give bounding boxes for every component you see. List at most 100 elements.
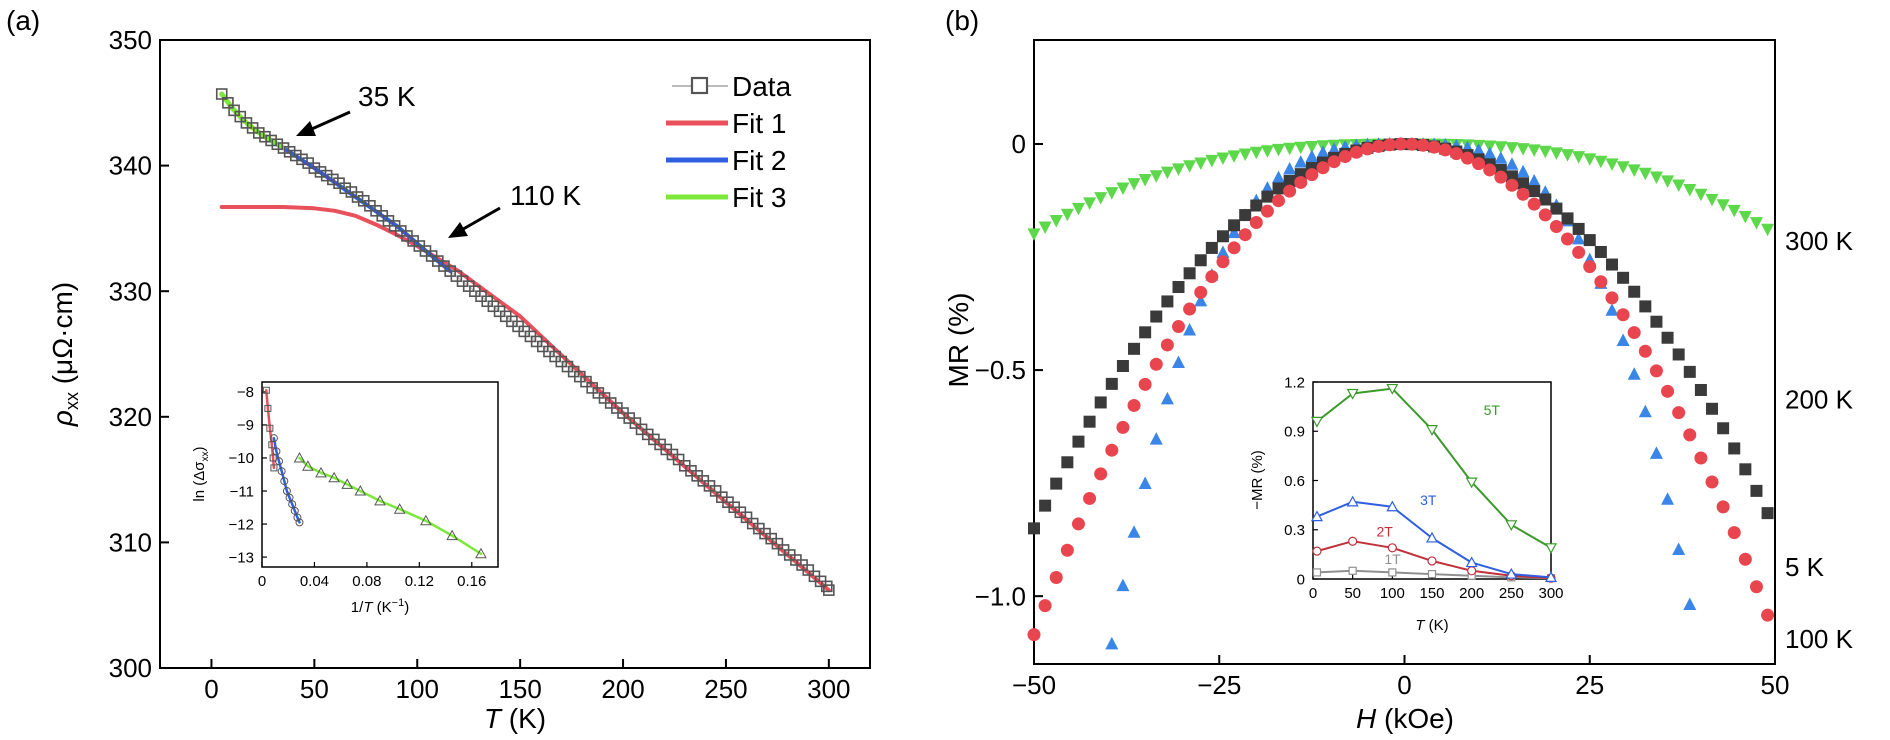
panel-b-chart: −1.0 −0.5 0 −50 −25 0 25 50 300 K 200 K 5 K 100 K… [943,39,1854,734]
inset-fit2-point [293,513,302,522]
series-5k-point [1550,202,1563,215]
series-100k-point [1605,291,1619,305]
data-point [629,417,642,429]
inset-fit3-point [446,529,458,541]
data-point [580,375,592,388]
series-5k-point [1517,177,1530,190]
legend-fit1-label: Fit 1 [732,108,786,139]
series-300k-point [1149,170,1163,183]
panel-b-inset-x-tick-label: 300 [1538,585,1563,602]
series-300k-point [1516,143,1530,156]
annotation-110k-arrowhead [448,222,468,238]
series-100k-point [1627,326,1641,340]
series-5k-point [1072,435,1085,448]
inset-3T-point [1310,510,1323,522]
panel-a-inset-y-ticks: −13 −12 −11 −10 −9 −8 [229,384,267,566]
data-point [296,153,308,166]
series-300k-point [1572,151,1586,164]
panel-a-label: (a) [6,5,40,36]
series-100k-point [1472,157,1486,171]
panel-a-inset-marks [262,386,487,559]
series-200k-point [1327,142,1341,155]
data-point [339,182,352,195]
panel-a-inset-y-tick-label: −8 [237,384,254,401]
series-100k-point [1060,543,1074,557]
series-300k-point [1605,158,1619,171]
series-5k-point [1650,315,1663,328]
inset-5T-point [1425,425,1439,436]
series-100k-point [1338,150,1352,164]
series-300k-point [1227,150,1241,163]
series-300k-point [1171,163,1185,176]
annotation-35k-text: 35 K [358,81,416,112]
series-300k-point [1594,155,1608,169]
series-5k-point [1150,310,1163,323]
series-100k-point [1594,275,1608,289]
series-100k-point [1171,320,1185,334]
series-100k-point [1705,475,1719,489]
series-5k-point [1505,170,1518,183]
series-5k-point [1583,234,1596,247]
panel-b-y-label: MR (%) [943,293,974,388]
series-300k-point [1505,142,1519,155]
series-5k-point [1183,267,1196,280]
series-100k-point [1327,155,1341,169]
panel-a-inset-y-tick-label: −13 [229,549,254,566]
series-100k-point [1649,364,1663,378]
panel-a-frame [159,39,871,669]
series-5k-point [1139,326,1152,339]
series-100k-point [1727,526,1741,540]
series-300k-point [1116,182,1130,196]
panel-a-inset-x-tick-label: 0.12 [405,573,434,590]
series-5k-point [1061,456,1074,469]
inset-3T-point [1386,500,1399,512]
data-point [771,537,784,550]
series-300k-point [1049,214,1063,228]
series-100k-point [1283,184,1297,198]
panel-b-x-tick-label: 0 [1397,670,1411,700]
panel-b-inset-x-label: T (K) [1415,617,1448,634]
series-100k-point [1405,137,1419,151]
series-200k-point [1272,170,1286,184]
series-300k-point [1494,141,1508,154]
panel-a-inset-x-tick-label: 0.04 [300,573,329,590]
panel-a-x-ticks: 0 50 100 150 200 250 300 [204,659,851,704]
series-200k-point [1294,155,1308,168]
series-300k-point [1705,193,1719,207]
inset-fit2-point [295,518,304,527]
inset-5T-point [1346,388,1359,400]
series-100k-point [1071,517,1085,531]
series-5k-point [1116,359,1129,372]
panel-a-x-tick-label: 100 [396,674,439,704]
panel-b-inset-x-tick-label: 200 [1459,585,1484,602]
series-300k-point [1216,152,1230,166]
series-100k-point [1160,338,1174,352]
series-300k-point [1194,157,1208,170]
inset-fit3-point [475,547,487,559]
panel-b-x-ticks: −50 −25 0 25 50 [1012,655,1790,700]
panel-b-x-tick-label: 50 [1761,670,1790,700]
series-5k-point [1261,190,1274,203]
series-100k-point [1616,308,1630,322]
inset-fit3-point [293,451,306,463]
series-100k-point [1127,398,1141,412]
series-5k-point [1105,377,1118,390]
series-300k-point [1305,140,1319,154]
series-200k-point [1194,293,1208,307]
inset-1T-point [1427,569,1437,579]
data-point [351,191,364,203]
series-5k-point [1628,285,1641,298]
series-end-label: 200 K [1785,384,1854,414]
inset-fit1-point [266,424,274,432]
series-200k-point [1472,143,1486,156]
series-100k-point [1260,204,1274,218]
inset-fit1-point [269,454,277,462]
series-100k-point [1349,145,1363,159]
inset-3T-point [1544,571,1558,582]
series-100k-point [1483,163,1497,177]
series-100k-point [1761,608,1775,622]
series-200k-point [1483,146,1497,160]
data-point [820,580,833,593]
series-5k-point [1028,522,1040,535]
series-100k-point [1749,580,1763,594]
